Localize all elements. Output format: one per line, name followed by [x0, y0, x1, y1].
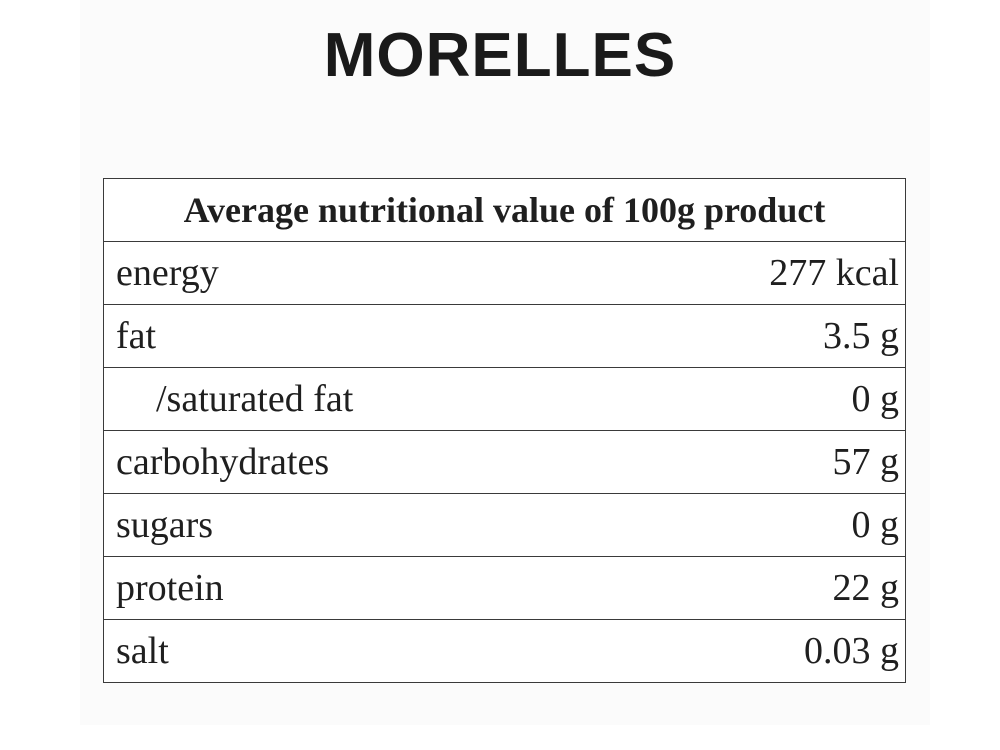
nutrient-name: salt — [116, 630, 169, 672]
nutrient-value: 22 g — [832, 567, 900, 609]
table-row-sugars: sugars 0 g — [103, 493, 906, 557]
nutrient-name: /saturated fat — [156, 378, 354, 420]
nutrient-name: carbohydrates — [116, 441, 330, 483]
product-title: MORELLES — [323, 21, 677, 90]
table-row-energy: energy 277 kcal — [103, 241, 906, 305]
nutrient-name: protein — [116, 567, 224, 609]
nutrient-value: 3.5 g — [823, 315, 899, 357]
nutrient-name: energy — [116, 252, 219, 294]
table-header-row: Average nutritional value of 100g produc… — [103, 178, 906, 242]
table-row-protein: protein 22 g — [103, 556, 906, 620]
table-row-salt: salt 0.03 g — [103, 619, 906, 683]
table-row-saturated-fat: /saturated fat 0 g — [103, 367, 906, 431]
table-row-carbohydrates: carbohydrates 57 g — [103, 430, 906, 494]
nutrient-value: 0.03 g — [804, 630, 899, 672]
nutrient-value: 57 g — [832, 441, 900, 483]
nutrient-value: 0 g — [851, 378, 900, 420]
nutrition-table: Average nutritional value of 100g produc… — [103, 178, 906, 683]
table-row-fat: fat 3.5 g — [103, 304, 906, 368]
nutrient-name: sugars — [116, 504, 214, 546]
table-header: Average nutritional value of 100g produc… — [103, 178, 906, 242]
nutrient-value: 0 g — [851, 504, 900, 546]
nutrient-value: 277 kcal — [769, 252, 899, 294]
nutrient-name: fat — [116, 315, 157, 357]
